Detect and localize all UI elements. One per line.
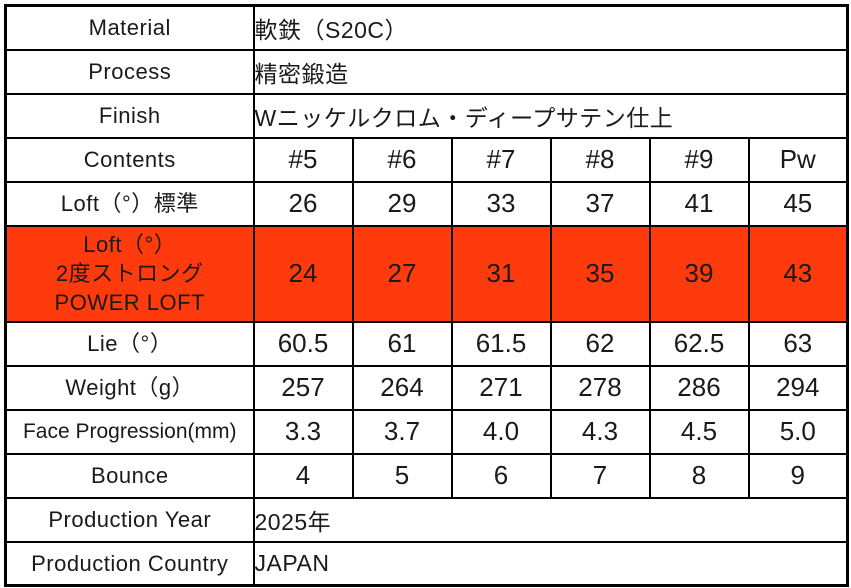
loft-standard-9: 41	[648, 180, 750, 227]
face-progression-5: 3.3	[252, 408, 354, 455]
row-finish: Finish Wニッケルクロム・ディープサテン仕上	[4, 92, 849, 139]
bounce-9: 8	[648, 452, 750, 499]
material-label: Material	[4, 4, 255, 51]
row-contents-header: Contents #5 #6 #7 #8 #9 Pw	[4, 136, 849, 183]
power-loft-pw: 43	[747, 224, 849, 323]
weight-6: 264	[351, 364, 453, 411]
row-production-year: Production Year 2025年	[4, 496, 849, 543]
power-loft-6: 27	[351, 224, 453, 323]
loft-standard-6: 29	[351, 180, 453, 227]
process-label: Process	[4, 48, 255, 95]
lie-6: 61	[351, 320, 453, 367]
loft-standard-8: 37	[549, 180, 651, 227]
weight-7: 271	[450, 364, 552, 411]
bounce-8: 7	[549, 452, 651, 499]
production-country-value: JAPAN	[252, 540, 849, 587]
face-progression-label: Face Progression(mm)	[4, 408, 255, 455]
loft-standard-7: 33	[450, 180, 552, 227]
weight-8: 278	[549, 364, 651, 411]
club-col-pw: Pw	[747, 136, 849, 183]
row-face-progression: Face Progression(mm) 3.3 3.7 4.0 4.3 4.5…	[4, 408, 849, 455]
lie-label: Lie（°）	[4, 320, 255, 367]
power-loft-label: Loft（°） 2度ストロング POWER LOFT	[4, 224, 255, 323]
loft-standard-5: 26	[252, 180, 354, 227]
lie-9: 62.5	[648, 320, 750, 367]
bounce-7: 6	[450, 452, 552, 499]
lie-5: 60.5	[252, 320, 354, 367]
weight-9: 286	[648, 364, 750, 411]
bounce-6: 5	[351, 452, 453, 499]
club-col-9: #9	[648, 136, 750, 183]
spec-table: Material 軟鉄（S20C） Process 精密鍛造 Finish Wニ…	[4, 4, 850, 587]
row-loft-standard: Loft（°）標準 26 29 33 37 41 45	[4, 180, 849, 227]
row-power-loft: Loft（°） 2度ストロング POWER LOFT 24 27 31 35 3…	[4, 224, 849, 323]
club-col-5: #5	[252, 136, 354, 183]
row-lie: Lie（°） 60.5 61 61.5 62 62.5 63	[4, 320, 849, 367]
bounce-5: 4	[252, 452, 354, 499]
weight-5: 257	[252, 364, 354, 411]
face-progression-pw: 5.0	[747, 408, 849, 455]
loft-standard-label: Loft（°）標準	[4, 180, 255, 227]
lie-pw: 63	[747, 320, 849, 367]
lie-8: 62	[549, 320, 651, 367]
process-value: 精密鍛造	[252, 48, 849, 95]
weight-label: Weight（g）	[4, 364, 255, 411]
club-col-8: #8	[549, 136, 651, 183]
finish-value: Wニッケルクロム・ディープサテン仕上	[252, 92, 849, 139]
row-bounce: Bounce 4 5 6 7 8 9	[4, 452, 849, 499]
bounce-pw: 9	[747, 452, 849, 499]
power-loft-7: 31	[450, 224, 552, 323]
row-process: Process 精密鍛造	[4, 48, 849, 95]
loft-standard-pw: 45	[747, 180, 849, 227]
lie-7: 61.5	[450, 320, 552, 367]
production-year-value: 2025年	[252, 496, 849, 543]
club-col-7: #7	[450, 136, 552, 183]
power-loft-5: 24	[252, 224, 354, 323]
face-progression-7: 4.0	[450, 408, 552, 455]
power-loft-8: 35	[549, 224, 651, 323]
power-loft-9: 39	[648, 224, 750, 323]
finish-label: Finish	[4, 92, 255, 139]
face-progression-9: 4.5	[648, 408, 750, 455]
club-col-6: #6	[351, 136, 453, 183]
contents-label: Contents	[4, 136, 255, 183]
production-year-label: Production Year	[4, 496, 255, 543]
face-progression-8: 4.3	[549, 408, 651, 455]
bounce-label: Bounce	[4, 452, 255, 499]
row-production-country: Production Country JAPAN	[4, 540, 849, 587]
row-material: Material 軟鉄（S20C）	[4, 4, 849, 51]
production-country-label: Production Country	[4, 540, 255, 587]
row-weight: Weight（g） 257 264 271 278 286 294	[4, 364, 849, 411]
weight-pw: 294	[747, 364, 849, 411]
material-value: 軟鉄（S20C）	[252, 4, 849, 51]
face-progression-6: 3.7	[351, 408, 453, 455]
